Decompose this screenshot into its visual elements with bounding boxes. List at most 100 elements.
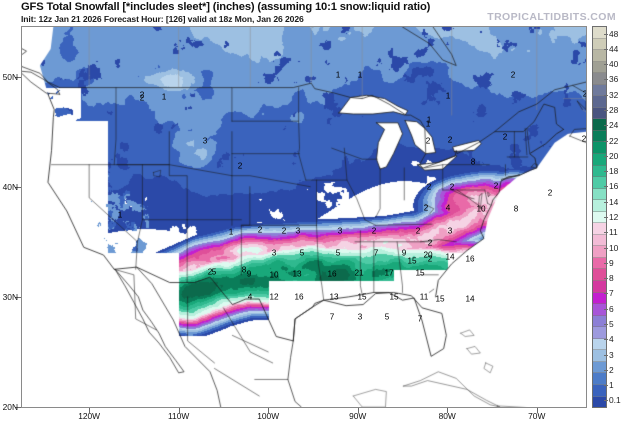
y-axis-label: 20N: [2, 402, 18, 412]
x-axis-label: 80W: [438, 411, 456, 421]
colorbar-swatch: [593, 142, 606, 155]
model-run-info: Init: 12z Jan 21 2026 Forecast Hour: [12…: [21, 14, 304, 24]
colorbar-tick-label: 4: [609, 334, 614, 345]
y-axis-tick: [15, 186, 21, 188]
colorbar-tick-label: 6: [609, 303, 614, 314]
colorbar-tick-label: 11: [609, 227, 618, 238]
page-title: GFS Total Snowfall [*includes sleet*] (i…: [21, 1, 431, 13]
colorbar-labels: 0.1 1 2 3 4 5 6 7 8 9 10 11 12 14 16 18 20 22 24 28 32 36 40 44…: [604, 26, 624, 408]
colorbar-swatch: [593, 373, 606, 385]
x-axis-label: 120W: [78, 411, 101, 421]
colorbar-swatch: [593, 200, 606, 212]
colorbar-swatch: [593, 350, 606, 362]
colorbar-tick: [604, 339, 608, 341]
colorbar-tick: [604, 48, 608, 50]
colorbar-tick: [604, 262, 608, 264]
colorbar-tick: [604, 217, 608, 218]
colorbar-swatch: [593, 246, 606, 258]
colorbar-tick: [604, 33, 608, 35]
colorbar-swatch: [593, 119, 606, 131]
colorbar-tick: [604, 308, 608, 310]
colorbar-swatch: [593, 257, 606, 270]
snowfall-heatmap-canvas: [22, 27, 586, 407]
colorbar-tick-label: 32: [609, 89, 619, 100]
colorbar-tick: [604, 94, 608, 96]
colorbar-swatch: [593, 384, 606, 397]
colorbar-tick: [604, 79, 608, 81]
y-axis-tick: [15, 407, 21, 408]
map-plot-area: 2211121221312222282222108422123322335579…: [21, 26, 587, 408]
x-axis-tick: [536, 408, 538, 413]
y-axis-label: 40N: [2, 181, 18, 192]
x-axis-label: 100W: [257, 411, 280, 421]
colorbar-swatch: [593, 130, 606, 143]
colorbar-swatch: [593, 154, 606, 166]
colorbar-swatch: [593, 223, 606, 235]
colorbar-tick-label: 48: [609, 28, 619, 39]
colorbar-tick-label: 2: [609, 364, 614, 375]
colorbar-tick-label: 12: [609, 212, 619, 222]
colorbar-tick-label: 5: [609, 318, 614, 329]
colorbar-swatch: [593, 234, 606, 247]
colorbar-tick-label: 20: [609, 150, 619, 161]
x-axis-tick: [357, 408, 359, 413]
colorbar-tick: [604, 155, 608, 157]
colorbar-swatch: [593, 338, 606, 351]
colorbar-tick: [604, 369, 608, 371]
colorbar-tick: [604, 354, 608, 356]
colorbar-swatch: [593, 269, 606, 282]
x-axis-tick: [447, 408, 449, 413]
colorbar-tick: [604, 64, 608, 66]
y-axis-label: 30N: [2, 291, 18, 302]
colorbar-swatch: [593, 107, 606, 120]
colorbar-tick-label: 44: [609, 43, 619, 54]
colorbar-tick: [604, 323, 608, 325]
y-axis-tick: [15, 76, 21, 78]
x-axis-label: 70W: [528, 411, 546, 421]
colorbar-tick-label: 24: [609, 120, 619, 131]
x-axis-tick: [268, 408, 270, 413]
colorbar-tick-label: 0.1: [609, 395, 621, 406]
colorbar-tick-label: 16: [609, 181, 619, 192]
colorbar-swatch: [593, 211, 606, 224]
colorbar-tick: [604, 232, 608, 234]
colorbar-swatch: [593, 315, 606, 328]
colorbar-swatch: [593, 304, 606, 316]
colorbar-swatch: [593, 188, 606, 201]
colorbar-tick-label: 18: [609, 166, 619, 177]
colorbar-tick-label: 28: [609, 105, 619, 116]
figure-header: GFS Total Snowfall [*includes sleet*] (i…: [0, 0, 624, 26]
x-axis-label: 90W: [349, 411, 367, 421]
colorbar-swatch: [593, 96, 606, 108]
colorbar-tick: [604, 201, 608, 203]
colorbar-swatch: [593, 327, 606, 339]
colorbar-tick: [604, 171, 608, 173]
colorbar-swatch: [593, 50, 606, 62]
colorbar-swatch: [593, 27, 606, 39]
colorbar-swatch: [593, 73, 606, 85]
colorbar-swatch: [593, 84, 606, 97]
colorbar-swatch: [593, 396, 606, 408]
colorbar-swatch: [593, 177, 606, 189]
colorbar-tick: [604, 110, 608, 112]
colorbar-tick-label: 40: [609, 59, 619, 70]
colorbar-swatch: [593, 281, 606, 293]
site-watermark: TROPICALTIDBITS.COM: [487, 11, 616, 23]
colorbar-tick: [604, 293, 608, 295]
colorbar-tick-label: 8: [609, 273, 614, 284]
colorbar-tick: [604, 278, 608, 280]
y-axis-tick: [15, 296, 21, 298]
colorbar-tick-label: 1: [609, 380, 614, 391]
colorbar-tick-label: 3: [609, 349, 614, 360]
colorbar-tick: [604, 385, 608, 387]
colorbar-tick-label: 36: [609, 74, 619, 85]
colorbar-swatch: [593, 165, 606, 178]
colorbar-swatch: [593, 361, 606, 374]
colorbar-tick-label: 14: [609, 196, 619, 207]
colorbar-scale: [592, 26, 607, 408]
colorbar-tick: [604, 247, 608, 249]
x-axis-tick: [178, 408, 180, 413]
x-axis-label: 110W: [168, 411, 190, 421]
colorbar-tick-label: 7: [609, 288, 614, 299]
